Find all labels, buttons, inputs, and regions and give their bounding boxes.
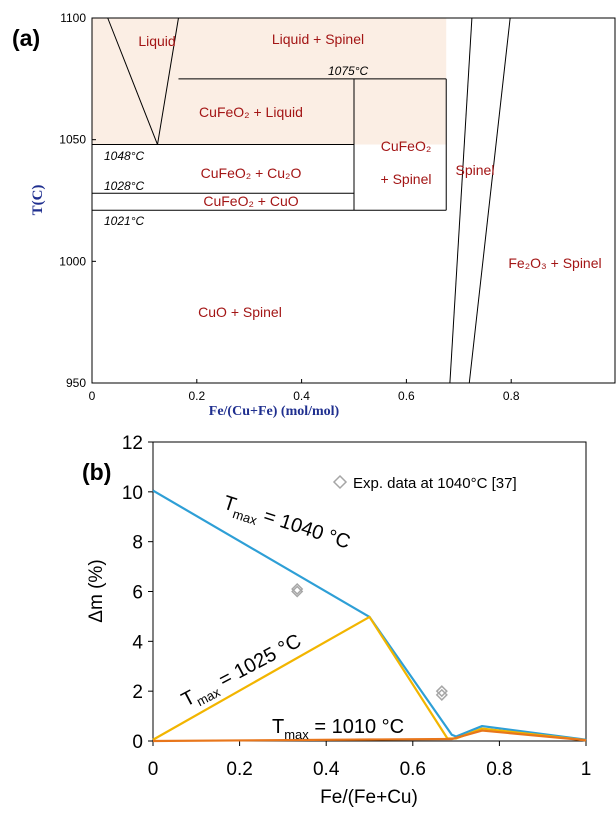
y-tick-label: 1000 xyxy=(59,254,86,268)
region-label-cufeo2-liquid: CuFeO₂ + Liquid xyxy=(199,104,303,120)
legend-label-experimental: Exp. data at 1040°C [37] xyxy=(353,475,517,492)
experimental-points xyxy=(291,582,448,701)
panel-b-label: (b) xyxy=(82,459,111,485)
x-tick-label: 0 xyxy=(148,759,159,780)
experimental-point xyxy=(435,688,448,701)
x-tick-label: 0.4 xyxy=(313,759,340,780)
region-label-liquid: Liquid xyxy=(138,33,175,49)
mass-change-x-axis-label: Fe/(Fe+Cu) xyxy=(320,787,418,808)
legend: Exp. data at 1040°C [37] xyxy=(332,474,517,492)
mass-change-series xyxy=(152,489,587,743)
experimental-point xyxy=(435,685,448,698)
series-label-1010: Tmax = 1010 °C xyxy=(272,716,404,742)
y-tick-label: 6 xyxy=(132,583,143,604)
mass-change-y-axis-label: Δm (%) xyxy=(86,559,107,622)
region-label-spinel: Spinel xyxy=(456,162,495,178)
phase-diagram-panel: 0 0.2 0.4 0.6 0.8 950 1000 1050 1100 (a) T(C) Fe… xyxy=(12,11,616,419)
region-label-cufeo2-cu2o: CuFeO₂ + Cu₂O xyxy=(201,165,302,181)
y-tick-label: 950 xyxy=(66,376,86,390)
isotherm-label-1075: 1075°C xyxy=(328,64,368,78)
phase-boundaries xyxy=(92,17,511,384)
x-tick-label: 0.8 xyxy=(503,389,520,403)
x-tick-label: 0.2 xyxy=(226,759,252,780)
y-tick-label: 1100 xyxy=(60,11,86,25)
phase-diagram-plot-area xyxy=(91,17,616,384)
y-tick-label: 1050 xyxy=(59,133,86,147)
y-tick-label: 10 xyxy=(122,483,143,504)
region-label-cufeo2-cuo: CuFeO₂ + CuO xyxy=(203,193,298,209)
series-label-1025: Tmax = 1025 °C xyxy=(178,630,307,715)
x-tick-label: 0.6 xyxy=(400,759,426,780)
series-line-1010 xyxy=(152,729,587,743)
phase-boundary-line xyxy=(449,17,473,384)
isotherm-label-1028: 1028°C xyxy=(104,179,144,193)
x-tick-label: 0.6 xyxy=(398,389,415,403)
phase-diagram-ticks: 0 0.2 0.4 0.6 0.8 950 1000 1050 1100 xyxy=(59,11,520,403)
liquid-region-fill xyxy=(92,18,447,145)
series-line-1040 xyxy=(152,489,587,741)
x-tick-label: 0.4 xyxy=(293,389,310,403)
phase-boundary-line xyxy=(157,17,179,145)
region-label-cufeo2-spinel-line2: + Spinel xyxy=(381,171,432,187)
x-tick-label: 0.8 xyxy=(486,759,512,780)
x-tick-label: 1 xyxy=(581,759,592,780)
region-label-fe2o3-spinel: Fe₂O₃ + Spinel xyxy=(508,255,601,271)
experimental-point xyxy=(291,582,304,596)
phase-boundary-line xyxy=(468,17,511,384)
phase-diagram-x-axis-label: Fe/(Cu+Fe) (mol/mol) xyxy=(209,404,340,419)
y-tick-label: 0 xyxy=(132,732,143,753)
phase-boundary-line xyxy=(107,17,158,145)
y-tick-label: 2 xyxy=(132,682,143,703)
x-tick-label: 0.2 xyxy=(188,389,205,403)
series-label-1040: Tmax = 1040 °C xyxy=(219,492,353,558)
isotherm-label-1021: 1021°C xyxy=(104,214,144,228)
legend-diamond-marker xyxy=(332,474,348,490)
region-label-cuo-spinel: CuO + Spinel xyxy=(198,304,282,320)
x-tick-label: 0 xyxy=(89,389,96,403)
phase-diagram-y-axis-label: T(C) xyxy=(30,185,46,216)
region-label-cufeo2-spinel-line1: CuFeO₂ xyxy=(381,138,432,154)
isotherm-label-1048: 1048°C xyxy=(104,149,144,163)
y-tick-label: 4 xyxy=(132,632,143,653)
panel-a-label: (a) xyxy=(12,25,40,51)
region-label-liquid-spinel: Liquid + Spinel xyxy=(272,31,364,47)
y-tick-label: 8 xyxy=(132,533,143,554)
y-tick-label: 12 xyxy=(122,433,143,454)
